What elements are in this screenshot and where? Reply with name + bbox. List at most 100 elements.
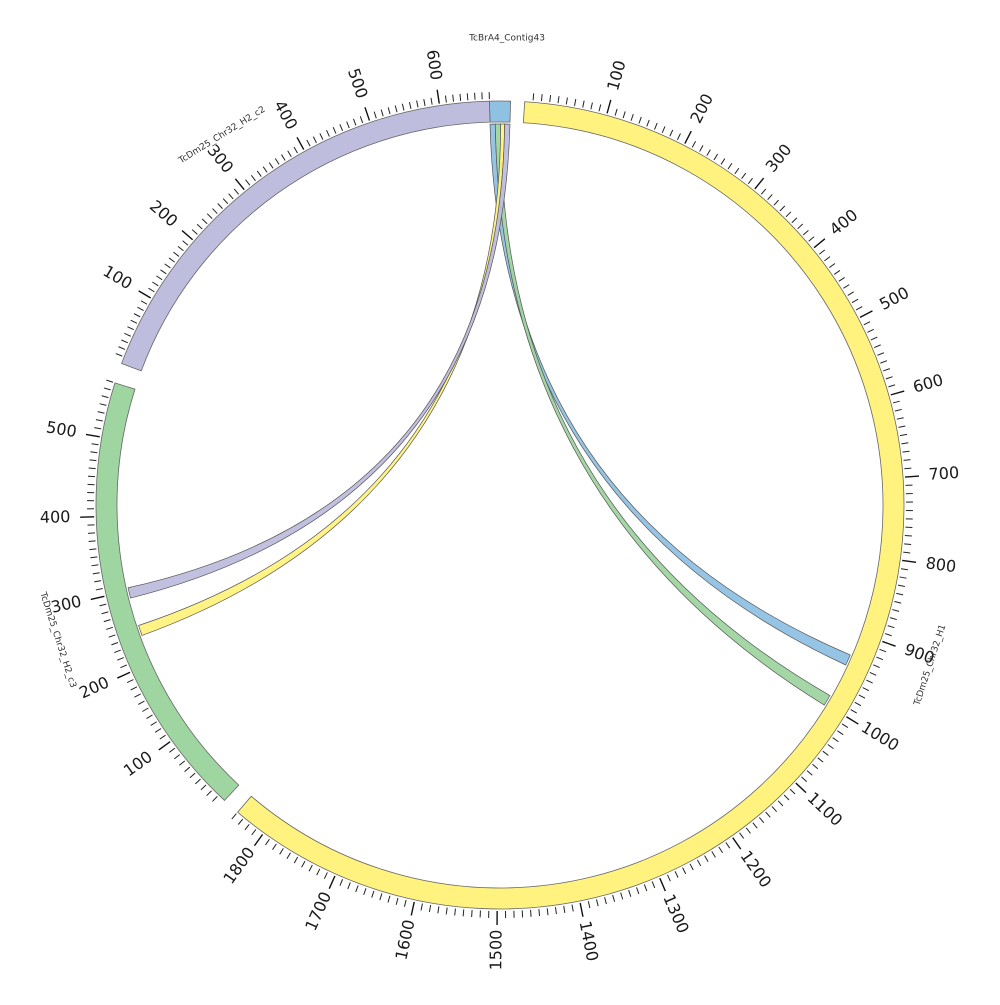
link-ribbon-h2c3-3 (128, 124, 510, 598)
segment-label-h1: TcDm25_Chr32_H1 (912, 623, 948, 708)
minor-tick (823, 751, 829, 755)
minor-tick (287, 853, 291, 859)
minor-tick (131, 320, 137, 323)
minor-tick (409, 102, 411, 109)
minor-tick (843, 285, 849, 289)
minor-tick (531, 910, 532, 917)
minor-tick (252, 829, 256, 835)
tick-label-h1-1300: 1300 (659, 891, 692, 936)
minor-tick (104, 620, 111, 622)
minor-tick (460, 94, 461, 101)
minor-tick (753, 823, 757, 828)
tick-label-h2c2-500: 500 (344, 66, 372, 101)
minor-tick (748, 178, 752, 184)
minor-tick (867, 329, 873, 332)
minor-tick (313, 137, 316, 143)
tick-label-h1-1000: 1000 (858, 718, 903, 755)
minor-tick (374, 112, 376, 119)
minor-tick (424, 99, 425, 106)
minor-tick (888, 385, 895, 387)
minor-tick (356, 885, 358, 892)
tick-label-h1-1100: 1100 (804, 788, 847, 830)
minor-tick (809, 237, 814, 242)
major-tick-h1-800 (902, 560, 916, 562)
minor-tick (174, 755, 180, 759)
minor-tick (417, 101, 418, 108)
tick-label-h1-200: 200 (686, 90, 717, 126)
minor-tick (183, 241, 188, 245)
minor-tick (179, 761, 184, 765)
minor-tick (96, 588, 103, 589)
minor-tick (124, 333, 130, 336)
minor-tick (856, 307, 862, 310)
major-tick-h1-400 (814, 239, 825, 248)
minor-tick (621, 893, 623, 900)
minor-tick (265, 839, 269, 845)
minor-tick (207, 214, 212, 219)
minor-tick (116, 354, 123, 357)
minor-tick (539, 909, 540, 916)
minor-tick (855, 702, 861, 705)
segment-contig43 (489, 101, 510, 122)
tick-label-h1-700: 700 (928, 463, 960, 484)
minor-tick (90, 452, 97, 453)
minor-tick (102, 396, 109, 398)
minor-tick (761, 189, 766, 194)
minor-tick (127, 680, 133, 683)
minor-tick (870, 672, 876, 675)
tick-label-h1-1600: 1600 (391, 918, 418, 962)
minor-tick (155, 728, 161, 732)
minor-tick (463, 909, 464, 916)
minor-tick (281, 155, 285, 161)
minor-tick (404, 900, 406, 907)
minor-tick (637, 887, 639, 894)
tick-label-h1-400: 400 (826, 205, 862, 239)
minor-tick (599, 104, 601, 111)
major-tick-h1-300 (755, 178, 764, 189)
minor-tick (201, 785, 206, 790)
minor-tick (768, 194, 773, 199)
segment-label-contig43: TcBrA4_Contig43 (468, 34, 545, 44)
minor-tick (851, 710, 857, 714)
minor-tick (533, 93, 534, 100)
minor-tick (212, 209, 217, 214)
major-tick-h1-1100 (796, 783, 806, 793)
minor-tick (131, 687, 137, 690)
minor-tick (324, 872, 327, 878)
minor-tick (185, 767, 190, 772)
minor-tick (340, 124, 343, 130)
minor-tick (89, 541, 96, 542)
minor-tick (142, 708, 148, 712)
minor-tick (719, 847, 723, 853)
minor-tick (100, 604, 107, 606)
minor-tick (141, 301, 147, 304)
minor-tick (780, 206, 785, 211)
major-tick-h2c2-400 (297, 137, 304, 149)
minor-tick (829, 263, 835, 267)
minor-tick (819, 250, 825, 254)
minor-tick (692, 141, 695, 147)
minor-tick (572, 905, 573, 912)
minor-tick (275, 158, 279, 164)
minor-tick (662, 126, 665, 132)
minor-tick (848, 292, 854, 296)
minor-tick (160, 270, 166, 274)
minor-tick (655, 123, 658, 129)
major-tick-h1-1600 (411, 902, 414, 916)
minor-tick (353, 119, 355, 126)
minor-tick (772, 806, 777, 811)
minor-tick (137, 307, 143, 310)
minor-tick (238, 819, 242, 824)
minor-tick (455, 909, 456, 916)
minor-tick (798, 224, 803, 229)
minor-tick (555, 907, 556, 914)
tick-label-h1-1800: 1800 (219, 843, 258, 887)
minor-tick (138, 701, 144, 704)
minor-tick (320, 133, 323, 139)
minor-tick (786, 212, 791, 217)
minor-tick (904, 468, 911, 469)
minor-tick (388, 107, 390, 114)
minor-tick (859, 695, 865, 698)
minor-tick (104, 388, 111, 390)
